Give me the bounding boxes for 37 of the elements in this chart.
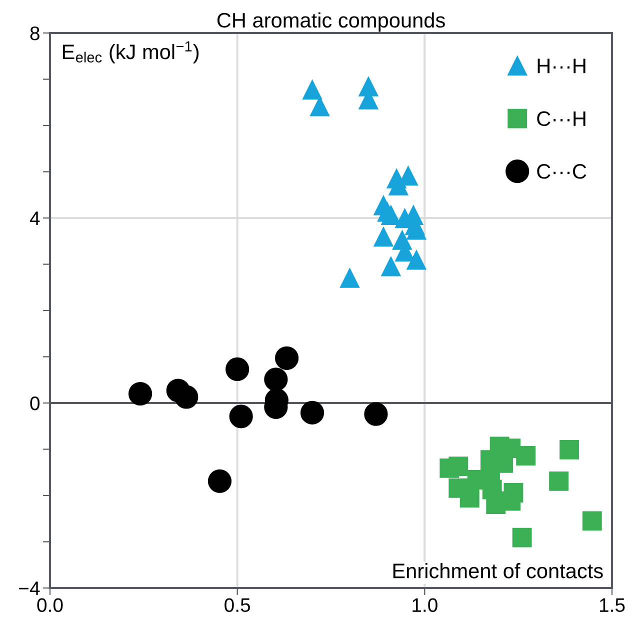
point bbox=[174, 385, 198, 409]
point bbox=[208, 469, 232, 493]
y-tick-label: 4 bbox=[30, 212, 40, 226]
point bbox=[302, 80, 322, 100]
point bbox=[274, 346, 299, 370]
x-tick-label: 0.0 bbox=[37, 598, 63, 612]
point bbox=[460, 488, 480, 508]
y-tick-label: 8 bbox=[30, 26, 40, 40]
legend-label: C···C bbox=[537, 164, 586, 179]
point bbox=[582, 511, 602, 531]
y-tick-label: 0 bbox=[30, 396, 40, 410]
x-tick-label: 1.5 bbox=[600, 598, 625, 612]
point bbox=[229, 404, 253, 428]
legend-label: C···H bbox=[537, 111, 586, 126]
point bbox=[381, 206, 401, 225]
point bbox=[374, 227, 394, 247]
y-tick-label: −4 bbox=[19, 582, 40, 596]
x-tick-label: 1.0 bbox=[412, 598, 438, 612]
point bbox=[364, 402, 388, 426]
point bbox=[340, 268, 360, 288]
point bbox=[128, 382, 152, 406]
chart-title: CH aromatic compounds bbox=[217, 12, 445, 32]
point bbox=[381, 256, 401, 276]
point bbox=[406, 250, 426, 270]
point bbox=[560, 440, 580, 460]
point bbox=[549, 471, 569, 491]
y-axis-title: E$_{elec}$ (kJ mol$^{−1}$) bbox=[62, 41, 199, 64]
point bbox=[512, 528, 532, 548]
point bbox=[448, 456, 468, 476]
point bbox=[516, 446, 536, 466]
point bbox=[501, 491, 521, 511]
x-tick-label: 0.5 bbox=[224, 598, 250, 612]
x-axis-title: Enrichment of contacts bbox=[393, 563, 603, 578]
point bbox=[300, 400, 324, 425]
legend-label: H···H bbox=[538, 58, 586, 74]
point bbox=[264, 368, 288, 392]
point bbox=[226, 357, 250, 382]
